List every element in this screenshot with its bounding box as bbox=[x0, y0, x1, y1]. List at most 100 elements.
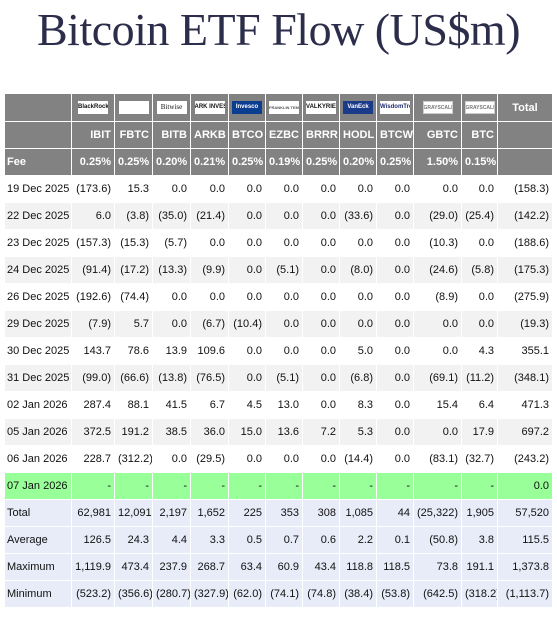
wisdomtree-logo: WisdomTree bbox=[380, 101, 410, 114]
flow-value-cell: 0.0 bbox=[302, 202, 340, 230]
flow-value-cell: 0.0 bbox=[302, 337, 340, 365]
ticker-row: IBIT FBTC BITB ARKB BTCO EZBC BRRR HODL BTCW GBTC… bbox=[4, 121, 553, 149]
flow-value-cell: 0.0 bbox=[265, 229, 303, 257]
blackrock-logo: BlackRock bbox=[78, 101, 108, 114]
flow-value-cell: 0.0 bbox=[302, 310, 340, 338]
flow-value-cell: 0.0 bbox=[339, 229, 377, 257]
flow-value-cell: - bbox=[339, 472, 377, 500]
flow-value-cell: (91.4) bbox=[71, 256, 115, 284]
flow-value-cell: 0.0 bbox=[413, 418, 462, 446]
flow-value-cell: 143.7 bbox=[71, 337, 115, 365]
flow-value-cell: 0.0 bbox=[376, 229, 414, 257]
flow-value-cell: (33.6) bbox=[339, 202, 377, 230]
ticker-corner-cell bbox=[4, 121, 72, 149]
ticker-header: FBTC bbox=[114, 121, 153, 149]
flow-value-cell: 0.0 bbox=[190, 229, 229, 257]
flow-value-cell: (318.2) bbox=[461, 580, 498, 608]
flow-value-cell: 268.7 bbox=[190, 553, 229, 581]
ark-invest-logo: ARK INVEST bbox=[194, 101, 225, 114]
logo-row: BlackRock Fidelity Bitwise ARK INVEST Invesc… bbox=[4, 93, 553, 122]
flow-value-cell: - bbox=[302, 472, 340, 500]
flow-value-cell: 15.3 bbox=[114, 175, 153, 203]
row-total-cell: (1,113.7) bbox=[497, 580, 553, 608]
summary-label: Maximum bbox=[4, 553, 72, 581]
flow-value-cell: - bbox=[71, 472, 115, 500]
flow-value-cell: 0.0 bbox=[152, 310, 191, 338]
flow-value-cell: 0.0 bbox=[228, 337, 266, 365]
flow-value-cell: - bbox=[114, 472, 153, 500]
flow-value-cell: 0.0 bbox=[265, 310, 303, 338]
table-row: 19 Dec 2025 (173.6) 15.3 0.0 0.0 0.0 0.0 0.0 0.0… bbox=[4, 175, 553, 203]
flow-value-cell: 0.0 bbox=[302, 175, 340, 203]
flow-value-cell: 1,652 bbox=[190, 499, 229, 527]
flow-value-cell: 0.0 bbox=[376, 445, 414, 473]
flow-value-cell: (6.7) bbox=[190, 310, 229, 338]
fee-cell: 0.21% bbox=[190, 148, 229, 176]
fee-total-cell bbox=[497, 148, 553, 176]
corner-cell bbox=[4, 93, 72, 122]
flow-value-cell: (10.3) bbox=[413, 229, 462, 257]
flow-value-cell: 118.8 bbox=[339, 553, 377, 581]
flow-value-cell: 126.5 bbox=[71, 526, 115, 554]
flow-value-cell: (35.0) bbox=[152, 202, 191, 230]
row-date: 06 Jan 2026 bbox=[4, 445, 72, 473]
flow-value-cell: (8.9) bbox=[413, 283, 462, 311]
fee-cell: 0.15% bbox=[461, 148, 498, 176]
flow-value-cell: 88.1 bbox=[114, 391, 153, 419]
flow-value-cell: 308 bbox=[302, 499, 340, 527]
flow-value-cell: 0.0 bbox=[376, 202, 414, 230]
flow-value-cell: (15.3) bbox=[114, 229, 153, 257]
flow-value-cell: (192.6) bbox=[71, 283, 115, 311]
flow-value-cell: 0.0 bbox=[190, 283, 229, 311]
flow-value-cell: 0.0 bbox=[413, 310, 462, 338]
flow-value-cell: 13.0 bbox=[265, 391, 303, 419]
flow-value-cell: 353 bbox=[265, 499, 303, 527]
row-total-cell: 0.0 bbox=[497, 472, 553, 500]
row-total-cell: 697.2 bbox=[497, 418, 553, 446]
flow-value-cell: 0.0 bbox=[265, 337, 303, 365]
flow-value-cell: - bbox=[413, 472, 462, 500]
logo-cell: ARK INVEST bbox=[190, 93, 229, 122]
flow-value-cell: 0.0 bbox=[376, 364, 414, 392]
row-total-cell: (142.2) bbox=[497, 202, 553, 230]
flow-value-cell: 7.2 bbox=[302, 418, 340, 446]
vaneck-logo: VanEck bbox=[343, 101, 373, 114]
flow-value-cell: 0.0 bbox=[302, 445, 340, 473]
flow-value-cell: 24.3 bbox=[114, 526, 153, 554]
flow-value-cell: 5.3 bbox=[339, 418, 377, 446]
flow-value-cell: 0.0 bbox=[190, 175, 229, 203]
logo-cell: FRANKLIN TEMPLETON bbox=[265, 93, 303, 122]
ticker-header: ARKB bbox=[190, 121, 229, 149]
flow-value-cell: 3.8 bbox=[461, 526, 498, 554]
flow-value-cell: 0.0 bbox=[265, 283, 303, 311]
logo-cell: BlackRock bbox=[71, 93, 115, 122]
flow-value-cell: 287.4 bbox=[71, 391, 115, 419]
page-title: Bitcoin ETF Flow (US$m) bbox=[36, 4, 521, 55]
flow-value-cell: 0.0 bbox=[228, 283, 266, 311]
flow-value-cell: 0.0 bbox=[461, 175, 498, 203]
fee-row: Fee 0.25% 0.25% 0.20% 0.21% 0.25% 0.19% 0.25% 0.… bbox=[4, 148, 553, 176]
logo-cell: GRAYSCALE bbox=[413, 93, 462, 122]
ticker-header: BTCW bbox=[376, 121, 414, 149]
fee-cell: 1.50% bbox=[413, 148, 462, 176]
flow-value-cell: (74.4) bbox=[114, 283, 153, 311]
logo-cell: VALKYRIE bbox=[302, 93, 340, 122]
flow-value-cell: 0.7 bbox=[265, 526, 303, 554]
flow-value-cell: 0.0 bbox=[265, 202, 303, 230]
row-total-cell: (348.1) bbox=[497, 364, 553, 392]
fee-cell: 0.20% bbox=[339, 148, 377, 176]
flow-value-cell: (312.2) bbox=[114, 445, 153, 473]
flow-value-cell: 0.0 bbox=[376, 256, 414, 284]
flow-value-cell: 1,905 bbox=[461, 499, 498, 527]
flow-value-cell: 228.7 bbox=[71, 445, 115, 473]
flow-value-cell: (5.8) bbox=[461, 256, 498, 284]
flow-value-cell: 8.3 bbox=[339, 391, 377, 419]
flow-value-cell: 4.4 bbox=[152, 526, 191, 554]
table-row: 30 Dec 2025 143.7 78.6 13.9 109.6 0.0 0.0 0.0 5.… bbox=[4, 337, 553, 365]
flow-value-cell: 118.5 bbox=[376, 553, 414, 581]
row-date: 30 Dec 2025 bbox=[4, 337, 72, 365]
flow-value-cell: 13.9 bbox=[152, 337, 191, 365]
flow-value-cell: 237.9 bbox=[152, 553, 191, 581]
flow-value-cell: 43.4 bbox=[302, 553, 340, 581]
flow-value-cell: - bbox=[152, 472, 191, 500]
